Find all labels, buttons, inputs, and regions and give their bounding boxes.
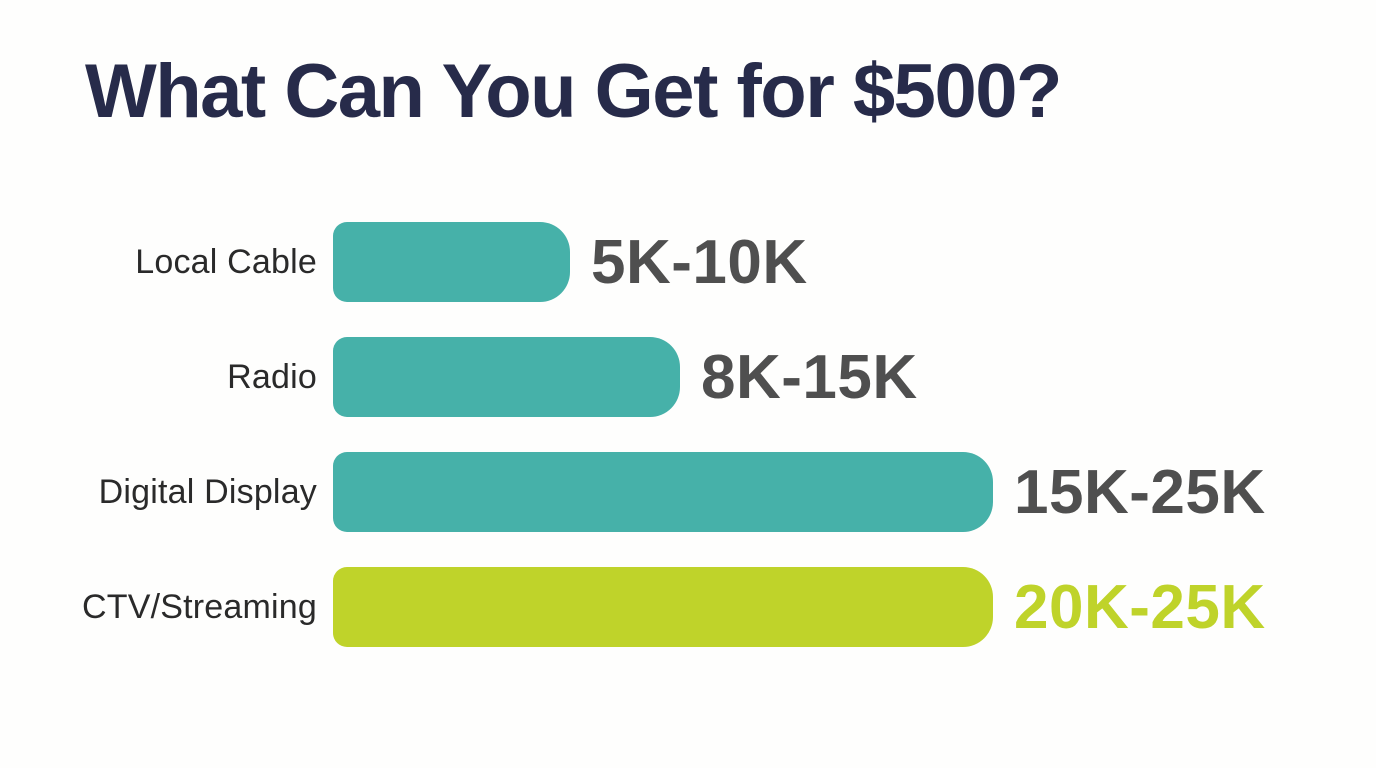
bar-local-cable	[333, 222, 570, 302]
category-label: CTV/Streaming	[81, 587, 317, 626]
chart-row-ctv-streaming: CTV/Streaming 20K-25K	[0, 567, 1376, 647]
chart-row-radio: Radio 8K-15K	[0, 337, 1376, 417]
value-label: 15K-25K	[1014, 457, 1266, 527]
category-label: Local Cable	[135, 242, 317, 281]
value-label: 20K-25K	[1014, 572, 1266, 642]
value-label: 8K-15K	[701, 342, 918, 412]
bar-digital-display	[333, 452, 993, 532]
bar-chart: Local Cable 5K-10K Radio 8K-15K Digital …	[0, 222, 1376, 647]
bar-ctv-streaming	[333, 567, 993, 647]
category-label: Radio	[227, 357, 317, 396]
value-label: 5K-10K	[591, 227, 808, 297]
category-label: Digital Display	[98, 472, 317, 511]
chart-row-digital-display: Digital Display 15K-25K	[0, 452, 1376, 532]
chart-row-local-cable: Local Cable 5K-10K	[0, 222, 1376, 302]
bar-radio	[333, 337, 680, 417]
chart-title: What Can You Get for $500?	[85, 49, 1062, 134]
